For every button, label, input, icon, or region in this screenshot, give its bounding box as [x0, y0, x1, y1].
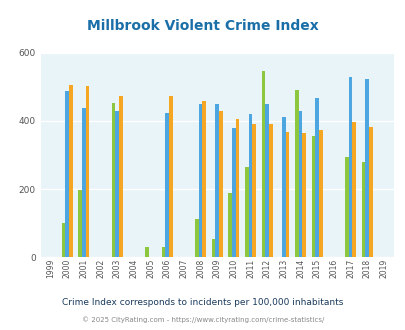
Bar: [315, 98, 318, 257]
Bar: [232, 128, 235, 257]
Bar: [302, 133, 305, 257]
Bar: [245, 167, 248, 257]
Bar: [65, 91, 69, 257]
Bar: [85, 85, 89, 257]
Bar: [368, 127, 372, 257]
Bar: [235, 119, 239, 257]
Bar: [252, 124, 256, 257]
Bar: [285, 132, 289, 257]
Bar: [228, 193, 232, 257]
Bar: [265, 104, 269, 257]
Bar: [202, 101, 206, 257]
Bar: [364, 79, 368, 257]
Bar: [161, 247, 165, 257]
Bar: [261, 71, 265, 257]
Bar: [78, 190, 82, 257]
Bar: [62, 223, 65, 257]
Bar: [198, 104, 202, 257]
Bar: [69, 85, 72, 257]
Bar: [215, 104, 219, 257]
Bar: [82, 108, 85, 257]
Bar: [344, 157, 348, 257]
Bar: [318, 130, 322, 257]
Bar: [281, 116, 285, 257]
Bar: [348, 77, 352, 257]
Bar: [168, 96, 172, 257]
Bar: [352, 122, 355, 257]
Bar: [119, 96, 122, 257]
Bar: [165, 113, 168, 257]
Bar: [145, 247, 148, 257]
Text: Crime Index corresponds to incidents per 100,000 inhabitants: Crime Index corresponds to incidents per…: [62, 298, 343, 307]
Bar: [219, 111, 222, 257]
Bar: [115, 112, 119, 257]
Bar: [294, 90, 298, 257]
Bar: [211, 239, 215, 257]
Bar: [298, 112, 302, 257]
Bar: [194, 219, 198, 257]
Text: Millbrook Violent Crime Index: Millbrook Violent Crime Index: [87, 19, 318, 33]
Text: © 2025 CityRating.com - https://www.cityrating.com/crime-statistics/: © 2025 CityRating.com - https://www.city…: [82, 316, 323, 323]
Bar: [361, 162, 364, 257]
Bar: [311, 136, 315, 257]
Bar: [248, 114, 252, 257]
Bar: [111, 103, 115, 257]
Bar: [269, 124, 272, 257]
